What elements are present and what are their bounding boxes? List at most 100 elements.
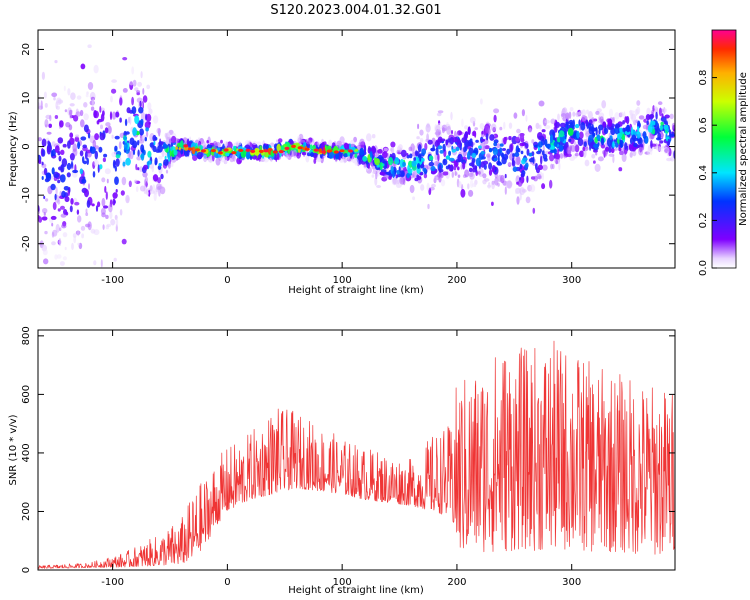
snr-x-tick-label: -100: [101, 577, 124, 588]
spectrogram-cell: [51, 167, 55, 175]
spectrogram-cell: [614, 142, 619, 148]
spectrogram-cell: [661, 113, 664, 119]
spectrogram-cell: [102, 110, 105, 117]
spectrogram-cell: [555, 153, 561, 160]
snr-x-tick-label: 200: [447, 577, 466, 588]
spectrogram-cell: [76, 209, 80, 215]
spectrogram-cell: [137, 81, 143, 87]
spectrogram-cell: [41, 161, 44, 166]
spectrogram-cell: [80, 63, 86, 70]
spectrogram-cell: [435, 128, 440, 138]
spectrogram-cell: [490, 123, 497, 132]
spectrogram-cell: [440, 179, 446, 187]
spectrogram-cell: [86, 199, 91, 208]
spectrogram-cell: [650, 120, 656, 126]
spectrogram-cell: [618, 167, 623, 172]
spectrogram-cell: [123, 142, 128, 151]
spectrogram-cell: [44, 178, 50, 183]
spectrogram-cell: [569, 107, 574, 112]
spectrogram-cell: [424, 142, 428, 151]
spectrogram-cell: [507, 162, 512, 166]
spectrogram-cell: [574, 144, 580, 153]
spectrogram-cell: [450, 111, 453, 121]
spectrogram-cell: [85, 223, 91, 228]
spectrogram-cell: [417, 175, 422, 181]
spectrogram-cell: [462, 150, 467, 157]
spectrogram-cell: [150, 190, 155, 194]
spectrogram-cell: [81, 178, 87, 184]
spectrogram-cell: [164, 155, 167, 160]
spectrogram-cell: [492, 148, 498, 156]
spectrogram-cell: [520, 138, 525, 143]
spectrogram-cell: [81, 233, 84, 239]
spectrogram-cell: [359, 147, 365, 156]
spectrogram-cell: [54, 60, 58, 64]
spectrogram-cell: [58, 240, 62, 244]
spectrogram-cell: [568, 138, 572, 142]
spectrogram-peak: [201, 149, 206, 153]
spectrogram-cell: [656, 126, 660, 134]
spectrogram-cell: [519, 142, 526, 147]
spectrogram-cell: [532, 156, 535, 164]
spectrogram-cell: [106, 178, 109, 184]
spectrogram-cell: [448, 150, 452, 156]
spectrogram-cell: [126, 197, 130, 202]
spectrogram-cell: [414, 150, 418, 157]
spectrogram-cell: [229, 154, 235, 163]
spectrogram-cell: [72, 233, 77, 238]
spectrogram-cell: [543, 157, 548, 162]
spectrogram-cell: [59, 174, 66, 183]
spectrogram-cell: [588, 122, 592, 130]
spectrogram-cell: [593, 143, 599, 149]
spectrogram-cell: [101, 197, 106, 207]
spectrogram-cell: [538, 124, 542, 130]
spectrogram-cell: [535, 122, 540, 130]
snr-y-tick-label: 600: [21, 385, 32, 404]
spectrogram-cell: [276, 143, 281, 152]
spectrogram-cell: [614, 112, 620, 120]
spectrogram-cell: [445, 155, 450, 160]
spectrogram-cell: [77, 230, 80, 237]
spectrogram-cell: [142, 88, 145, 95]
spectrogram-cell: [45, 198, 49, 202]
spectrogram-cell: [642, 131, 647, 140]
spectrogram-cell: [79, 150, 84, 157]
spectrogram-cell: [545, 143, 551, 149]
snr-x-tick-label: 300: [562, 577, 581, 588]
spectrogram-cell: [42, 208, 48, 214]
spectrogram-cell: [383, 147, 388, 152]
spectrogram-cell: [440, 173, 444, 179]
spectrogram-cell: [120, 190, 125, 196]
spectrogram-cell: [592, 127, 598, 132]
spectrogram-cell: [471, 141, 474, 148]
spectrogram-x-tick-label: 300: [562, 275, 581, 286]
spectrogram-cell: [85, 212, 89, 216]
spectrogram-cell: [559, 153, 564, 159]
spectrogram-cell: [109, 111, 113, 120]
spectrogram-peak: [333, 150, 339, 154]
spectrogram-cell: [482, 173, 487, 179]
spectrogram-peak: [348, 149, 353, 153]
spectrogram-cell: [572, 111, 576, 117]
spectrogram-cell: [153, 192, 157, 202]
spectrogram-cell: [443, 159, 446, 164]
spectrogram-cell: [122, 57, 128, 61]
spectrogram-cell: [528, 127, 532, 133]
spectrogram-cell: [148, 121, 151, 125]
spectrogram-cell: [41, 71, 46, 80]
spectrogram-cell: [43, 212, 46, 216]
spectrogram-cell: [419, 153, 422, 162]
colorbar-label: Normalized spectral amplitude: [738, 72, 749, 226]
spectrogram-cell: [586, 109, 589, 115]
spectrogram-cell: [371, 174, 375, 178]
spectrogram-cell: [638, 115, 645, 120]
spectrogram-cell: [421, 158, 425, 162]
spectrogram-cell: [642, 124, 648, 130]
spectrogram-peak: [223, 148, 229, 152]
spectrogram-cell: [598, 128, 601, 135]
spectrogram-peak: [210, 149, 216, 153]
spectrogram-cell: [519, 163, 523, 170]
spectrogram-cell: [121, 238, 127, 245]
spectrogram-cell: [458, 181, 462, 189]
spectrogram-cell: [86, 91, 89, 95]
